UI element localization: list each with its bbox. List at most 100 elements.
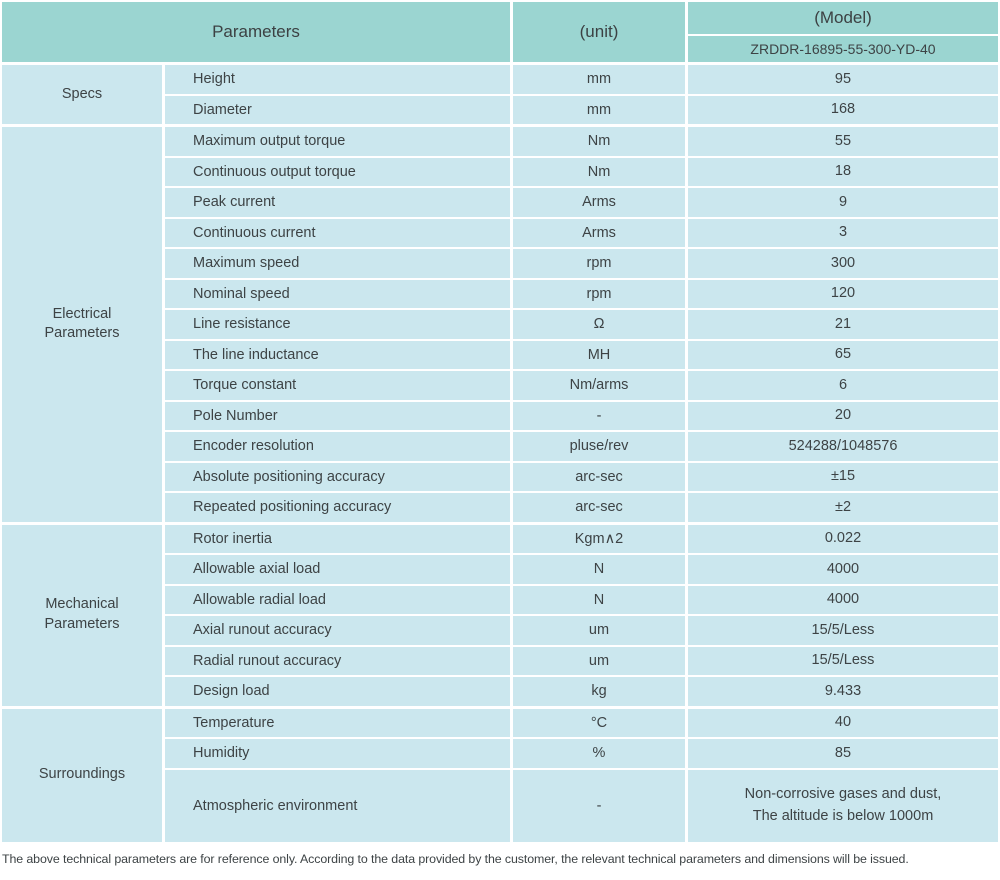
table-row: Encoder resolution pluse/rev 524288/104857… [165,432,998,461]
table-row: Peak current Arms 9 [165,188,998,217]
value-cell: 15/5/Less [688,646,998,675]
table-body: Specs Height mm 95 Diameter mm 168 Electrical P… [2,65,998,842]
param-cell: Continuous current [165,218,510,247]
section-rows: Height mm 95 Diameter mm 168 [165,65,998,124]
unit-cell: Arms [513,188,685,217]
unit-cell: - [513,401,685,430]
table-header: Parameters (unit) (Model) ZRDDR-16895-55… [2,2,998,62]
unit-cell: - [513,769,685,842]
section-mechanical-parameters: Mechanical Parameters Rotor inertia Kgm∧2 0… [2,524,998,706]
table-row: Design load kg 9.433 [165,677,998,706]
header-parameters-cell: Parameters [2,2,510,62]
header-unit-cell: (unit) [513,2,685,62]
footnote: The above technical parameters are for r… [2,851,909,866]
unit-cell: °C [513,708,685,737]
unit-cell: Nm [513,157,685,186]
section-rows: Rotor inertia Kgm∧2 0.022 Allowable axial l… [165,524,998,706]
value-cell: 4000 [688,555,998,584]
table-row: Continuous current Arms 3 [165,218,998,247]
param-cell: Diameter [165,95,510,124]
unit-cell: um [513,646,685,675]
unit-cell: Nm [513,127,685,156]
value-cell: 9.433 [688,677,998,706]
table-row: The line inductance MH 65 [165,340,998,369]
param-cell: The line inductance [165,340,510,369]
param-cell: Maximum speed [165,249,510,278]
param-cell: Height [165,65,510,94]
unit-cell: pluse/rev [513,432,685,461]
param-cell: Temperature [165,708,510,737]
table-row: Torque constant Nm/arms 6 [165,371,998,400]
unit-cell: um [513,616,685,645]
param-cell: Peak current [165,188,510,217]
table-row: Allowable axial load N 4000 [165,555,998,584]
table-row: Humidity% 85 [165,739,998,768]
param-cell: Allowable radial load [165,585,510,614]
unit-cell: N [513,585,685,614]
header-unit-label: (unit) [579,22,619,41]
value-cell: 18 [688,157,998,186]
table-row: Temperature °C 40 [165,708,998,737]
table-row: Height mm 95 [165,65,998,94]
value-cell: 21 [688,310,998,339]
param-cell: Rotor inertia [165,524,510,553]
param-cell: Absolute positioning accuracy [165,462,510,491]
value-cell: 15/5/Less [688,616,998,645]
param-cell: Atmospheric environment [165,769,510,842]
model-code: ZRDDR-16895-55-300-YD-40 [750,41,936,57]
unit-cell: Nm/arms [513,371,685,400]
unit-cell: Arms [513,218,685,247]
value-cell: Non-corrosive gases and dust, The altitu… [688,769,998,842]
value-cell: 0.022 [688,524,998,553]
unit-cell: mm [513,95,685,124]
param-cell: Maximum output torque [165,127,510,156]
table-row: Radial runout accuracy um 15/5/Less [165,646,998,675]
section-specs: Specs Height mm 95 Diameter mm 168 [2,65,998,124]
category-cell: Mechanical Parameters [2,524,162,706]
unit-cell: N [513,555,685,584]
header-model-code-cell: ZRDDR-16895-55-300-YD-40 [688,36,998,62]
unit-cell: mm [513,65,685,94]
unit-cell: % [513,739,685,768]
unit-cell: MH [513,340,685,369]
param-cell: Encoder resolution [165,432,510,461]
unit-cell: rpm [513,279,685,308]
value-cell: 20 [688,401,998,430]
table-row: Rotor inertia Kgm∧2 0.022 [165,524,998,553]
param-cell: Continuous output torque [165,157,510,186]
table-row: Repeated positioning accuracy arc-sec ±2 [165,493,998,522]
param-cell: Line resistance [165,310,510,339]
unit-cell: arc-sec [513,493,685,522]
value-cell: 3 [688,218,998,247]
value-cell: 85 [688,739,998,768]
category-cell: Surroundings [2,708,162,842]
section-electrical-parameters: Electrical Parameters Maximum output torq… [2,127,998,522]
unit-cell: Kgm∧2 [513,524,685,553]
unit-cell: arc-sec [513,462,685,491]
table-row: Allowable radial load N 4000 [165,585,998,614]
table-row: Continuous output torque Nm 18 [165,157,998,186]
header-parameters-label: Parameters [212,22,300,41]
value-cell: 168 [688,95,998,124]
value-cell: 55 [688,127,998,156]
table-row: Atmospheric environment - Non-corrosive ga… [165,769,998,842]
table-row: Maximum output torque Nm 55 [165,127,998,156]
value-cell: ±2 [688,493,998,522]
param-cell: Repeated positioning accuracy [165,493,510,522]
value-cell: 65 [688,340,998,369]
value-cell: 300 [688,249,998,278]
value-cell: 9 [688,188,998,217]
header-model-cell: (Model) ZRDDR-16895-55-300-YD-40 [688,2,998,62]
category-cell: Electrical Parameters [2,127,162,522]
table-row: Nominal speed rpm 120 [165,279,998,308]
value-cell: 40 [688,708,998,737]
param-cell: Humidity [165,739,510,768]
category-cell: Specs [2,65,162,124]
table-row: Absolute positioning accuracy arc-sec ±15 [165,462,998,491]
unit-cell: kg [513,677,685,706]
section-rows: Temperature °C 40 Humidity% 85 Atmospheric en… [165,708,998,842]
table-row: Diameter mm 168 [165,95,998,124]
table-row: Axial runout accuracy um 15/5/Less [165,616,998,645]
header-model-label-cell: (Model) [688,2,998,34]
